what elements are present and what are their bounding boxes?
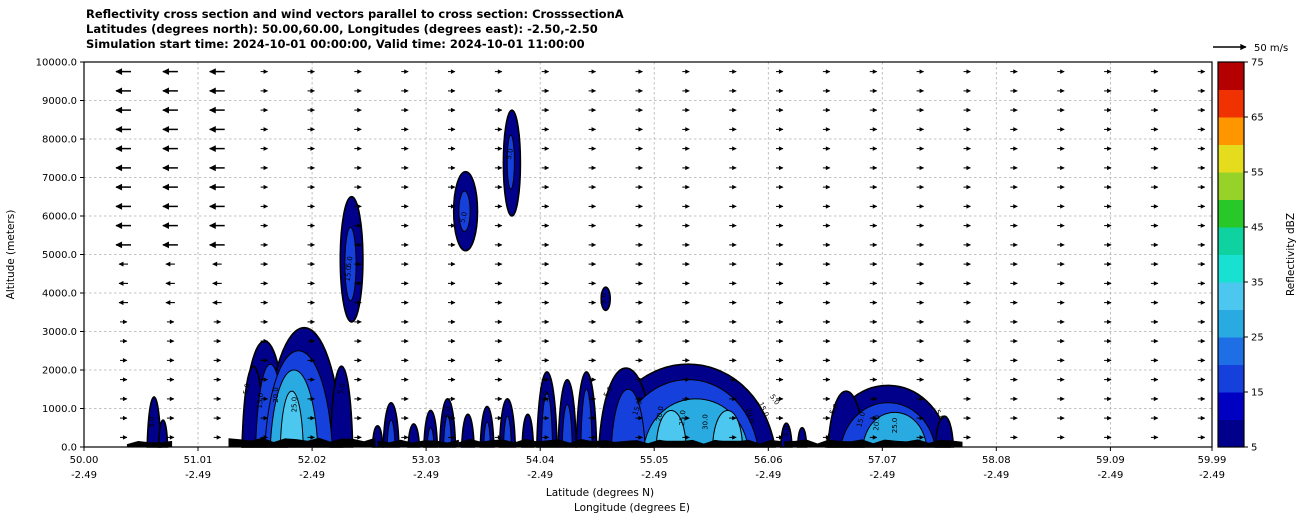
svg-text:30.0: 30.0 <box>701 414 709 430</box>
svg-text:20.0: 20.0 <box>655 406 666 423</box>
x-tick-lon: -2.49 <box>527 470 553 481</box>
x-tick-lat: 58.08 <box>982 455 1011 466</box>
x-tick-lon: -2.49 <box>71 470 97 481</box>
colorbar-tick: 15 <box>1251 388 1264 399</box>
chart-title-line2: Latitudes (degrees north): 50.00,60.00, … <box>86 22 598 36</box>
x-tick-lon: -2.49 <box>1097 470 1123 481</box>
y-tick: 5000.0 <box>42 250 77 261</box>
axes: 50.00 -2.49 51.01 -2.49 52.02 -2.49 53.03 -2.49… <box>5 58 1226 515</box>
y-tick: 10000.0 <box>36 58 77 69</box>
chart-title: Reflectivity cross section and wind vect… <box>86 7 624 52</box>
svg-text:15.0: 15.0 <box>256 393 265 409</box>
svg-text:25.0: 25.0 <box>891 418 899 434</box>
colorbar-tick: 45 <box>1251 223 1264 234</box>
svg-text:15.0: 15.0 <box>855 411 867 428</box>
y-tick: 2000.0 <box>42 366 77 377</box>
colorbar-label: Reflectivity dBZ <box>1285 213 1297 296</box>
x-tick-lat: 52.02 <box>298 455 327 466</box>
svg-text:5.0: 5.0 <box>768 393 781 407</box>
y-tick: 3000.0 <box>42 327 77 338</box>
svg-text:5.0: 5.0 <box>542 391 551 403</box>
y-tick: 4000.0 <box>42 289 77 300</box>
colorbar-tick: 5 <box>1251 443 1257 454</box>
x-tick-lat: 55.05 <box>640 455 669 466</box>
x-tick-lon: -2.49 <box>1199 470 1225 481</box>
svg-text:5.0: 5.0 <box>458 211 469 224</box>
reflectivity-contours <box>146 109 955 448</box>
x-axis-label-line1: Latitude (degrees N) <box>546 487 654 499</box>
svg-text:5.0: 5.0 <box>336 382 347 395</box>
svg-text:5.0: 5.0 <box>345 256 355 268</box>
x-tick-lat: 54.04 <box>526 455 555 466</box>
colorbar-tick: 65 <box>1251 113 1264 124</box>
colorbar-tick: 75 <box>1251 58 1264 69</box>
svg-text:5.0: 5.0 <box>600 293 608 304</box>
svg-text:5.0: 5.0 <box>782 425 792 437</box>
x-tick-lat: 59.99 <box>1198 455 1227 466</box>
x-tick-lon: -2.49 <box>413 470 439 481</box>
y-axis-label: Altitude (meters) <box>5 210 17 300</box>
svg-text:20.0: 20.0 <box>872 415 881 431</box>
chart-title-line1: Reflectivity cross section and wind vect… <box>86 7 624 21</box>
terrain <box>126 437 963 447</box>
y-tick: 0.0 <box>61 443 77 454</box>
svg-text:25.0: 25.0 <box>290 397 298 413</box>
x-tick-lon: -2.49 <box>869 470 895 481</box>
wind-key-label: 50 m/s <box>1254 43 1288 54</box>
svg-text:15.0: 15.0 <box>344 266 353 282</box>
x-tick-lat: 53.03 <box>412 455 441 466</box>
svg-text:5.0: 5.0 <box>505 148 515 160</box>
svg-text:20.0: 20.0 <box>272 387 280 403</box>
y-tick: 8000.0 <box>42 135 77 146</box>
wind-key: 50 m/s <box>1213 43 1288 54</box>
x-tick-lat: 59.09 <box>1096 455 1125 466</box>
svg-text:5.0: 5.0 <box>443 406 452 418</box>
colorbar-tick: 25 <box>1251 333 1264 344</box>
x-tick-lon: -2.49 <box>983 470 1009 481</box>
x-tick-lon: -2.49 <box>299 470 325 481</box>
y-tick: 7000.0 <box>42 173 77 184</box>
colorbar-tick: 55 <box>1251 168 1264 179</box>
y-tick: 1000.0 <box>42 404 77 415</box>
svg-text:5.0: 5.0 <box>148 416 156 427</box>
x-tick-lat: 51.01 <box>184 455 213 466</box>
colorbar-tick: 35 <box>1251 278 1264 289</box>
svg-text:20.0: 20.0 <box>744 407 756 424</box>
x-tick-lat: 50.00 <box>70 455 99 466</box>
x-tick-lat: 57.07 <box>868 455 897 466</box>
x-tick-lon: -2.49 <box>185 470 211 481</box>
x-tick-lon: -2.49 <box>641 470 667 481</box>
x-tick-lat: 56.06 <box>754 455 783 466</box>
y-tick: 9000.0 <box>42 96 77 107</box>
wind-vectors <box>115 68 1206 440</box>
y-tick: 6000.0 <box>42 212 77 223</box>
x-axis-label-line2: Longitude (degrees E) <box>574 502 690 514</box>
x-tick-lon: -2.49 <box>755 470 781 481</box>
chart-title-line3: Simulation start time: 2024-10-01 00:00:… <box>86 37 585 51</box>
svg-text:5.0: 5.0 <box>242 383 252 395</box>
colorbar: 5 15 25 35 45 55 65 75 Reflectivity dBZ <box>1217 58 1297 454</box>
